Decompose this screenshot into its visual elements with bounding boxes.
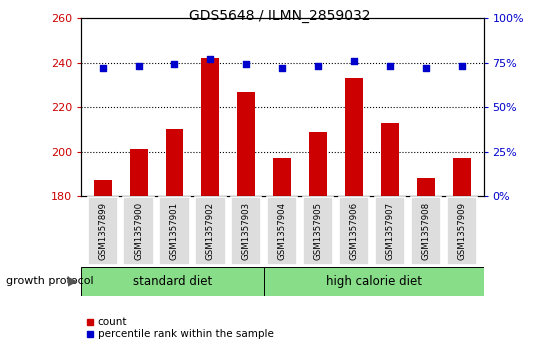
FancyBboxPatch shape [447,197,477,265]
Text: GSM1357907: GSM1357907 [386,202,395,261]
Bar [417,178,435,196]
Bar [309,131,327,196]
FancyBboxPatch shape [411,197,441,265]
FancyBboxPatch shape [88,197,118,265]
Text: standard diet: standard diet [133,275,212,288]
Legend: count, percentile rank within the sample: count, percentile rank within the sample [86,317,273,339]
Text: ▶: ▶ [68,275,78,288]
Bar [201,58,219,196]
Point [457,63,466,69]
FancyBboxPatch shape [375,197,405,265]
Text: GSM1357905: GSM1357905 [314,202,323,261]
Bar [238,91,255,196]
Text: GSM1357908: GSM1357908 [421,202,430,261]
Bar [130,149,148,196]
Bar [453,158,471,196]
Bar [93,180,112,196]
Bar [381,123,399,196]
FancyBboxPatch shape [159,197,190,265]
Point [386,63,395,69]
Text: GSM1357906: GSM1357906 [350,202,359,261]
Point [98,65,107,71]
FancyBboxPatch shape [303,197,333,265]
Text: GSM1357902: GSM1357902 [206,202,215,261]
Bar [345,78,363,196]
Text: GSM1357909: GSM1357909 [457,203,466,260]
Point [206,56,215,62]
Point [421,65,430,71]
FancyBboxPatch shape [195,197,225,265]
FancyBboxPatch shape [124,197,154,265]
Text: high calorie diet: high calorie diet [326,275,422,288]
FancyBboxPatch shape [231,197,262,265]
Text: growth protocol: growth protocol [6,276,93,286]
Point [134,63,143,69]
Text: GSM1357903: GSM1357903 [242,202,251,261]
Point [314,63,323,69]
Point [350,58,359,64]
Text: GDS5648 / ILMN_2859032: GDS5648 / ILMN_2859032 [189,9,370,23]
Text: GSM1357900: GSM1357900 [134,202,143,261]
Point [278,65,287,71]
Point [242,61,251,67]
Text: GSM1357904: GSM1357904 [278,202,287,261]
Bar [273,158,291,196]
Bar [165,129,183,196]
FancyBboxPatch shape [81,267,484,296]
Text: GSM1357901: GSM1357901 [170,202,179,261]
FancyBboxPatch shape [267,197,297,265]
Text: GSM1357899: GSM1357899 [98,203,107,260]
FancyBboxPatch shape [339,197,369,265]
Point [170,61,179,67]
